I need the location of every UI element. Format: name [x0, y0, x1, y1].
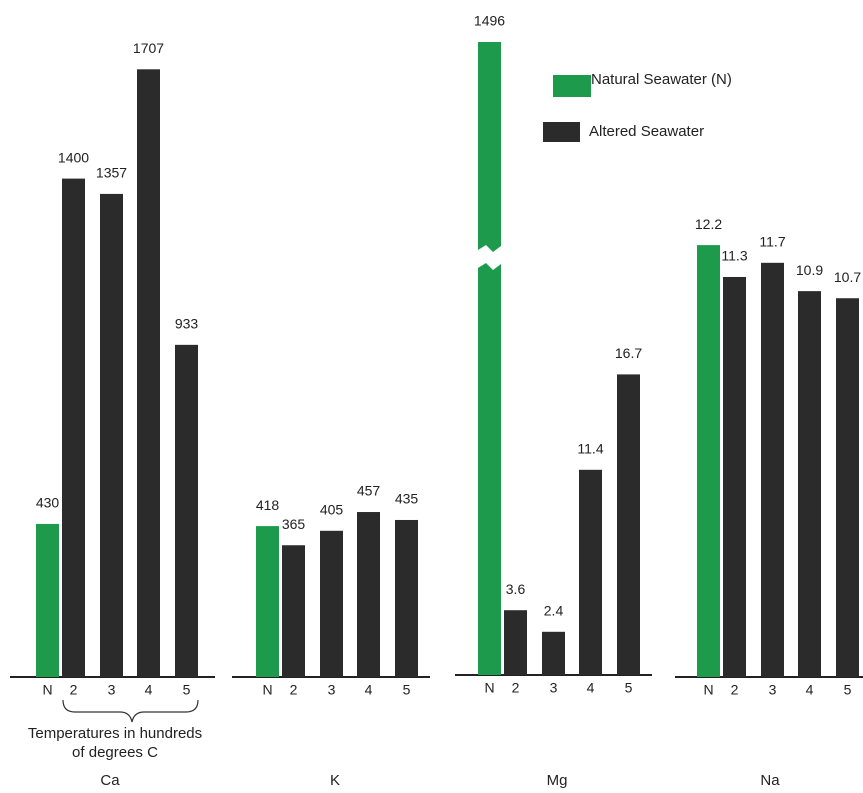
value-label: 10.9 — [796, 262, 823, 278]
bar — [542, 631, 565, 675]
x-tick-label: N — [262, 682, 272, 698]
bar — [761, 262, 784, 677]
legend-label: Natural Seawater (N) — [591, 71, 732, 88]
value-label: 435 — [395, 491, 419, 507]
x-tick-label: 3 — [769, 682, 777, 698]
x-tick-label: 4 — [365, 682, 373, 698]
value-label: 1496 — [474, 13, 505, 29]
x-tick-label: 4 — [806, 682, 814, 698]
value-label: 457 — [357, 483, 381, 499]
bar — [62, 178, 85, 677]
chart-title: Mg — [547, 772, 568, 789]
x-tick-label: 4 — [145, 682, 153, 698]
annotation: Temperatures in hundreds of degrees C — [27, 725, 203, 761]
value-label: 11.7 — [759, 234, 785, 250]
bar — [282, 545, 305, 677]
x-tick-label: 4 — [587, 680, 595, 696]
x-tick-label: 3 — [550, 680, 558, 696]
bar — [100, 193, 123, 677]
bar — [357, 512, 380, 677]
x-tick-label: 2 — [70, 682, 78, 698]
value-label: 418 — [256, 497, 280, 513]
value-label: 11.4 — [577, 441, 603, 457]
bar — [504, 610, 527, 675]
bar — [395, 519, 418, 677]
value-label: 11.3 — [721, 248, 747, 264]
bar — [175, 344, 198, 677]
x-tick-label: 5 — [183, 682, 191, 698]
chart-title: K — [330, 772, 340, 789]
x-tick-label: 3 — [328, 682, 336, 698]
bar — [836, 298, 859, 677]
value-label: 10.7 — [834, 269, 861, 285]
legend-swatch — [553, 75, 591, 97]
value-label: 430 — [36, 495, 60, 511]
value-label: 405 — [320, 501, 344, 517]
chart-title: Na — [760, 772, 780, 789]
value-label: 1400 — [58, 149, 89, 165]
value-label: 365 — [282, 516, 306, 532]
bar — [723, 276, 746, 677]
bar — [478, 42, 501, 675]
bar — [617, 374, 640, 675]
bar — [798, 291, 821, 677]
value-label: 2.4 — [544, 603, 564, 619]
value-label: 1357 — [96, 165, 127, 181]
x-tick-label: 3 — [108, 682, 116, 698]
value-label: 933 — [175, 316, 199, 332]
bar — [579, 469, 602, 675]
x-tick-label: 5 — [403, 682, 411, 698]
x-tick-label: 5 — [625, 680, 633, 696]
value-label: 3.6 — [506, 581, 526, 597]
bar — [256, 526, 279, 677]
bar — [320, 530, 343, 677]
x-tick-label: 2 — [731, 682, 739, 698]
legend-swatch — [543, 122, 580, 142]
x-tick-label: 2 — [290, 682, 298, 698]
x-tick-label: 5 — [844, 682, 852, 698]
chart-title: Ca — [100, 772, 120, 789]
legend-label: Altered Seawater — [589, 123, 704, 140]
bracket — [62, 699, 199, 723]
bar — [36, 523, 59, 677]
x-tick-label: N — [703, 682, 713, 698]
x-tick-label: 2 — [512, 680, 520, 696]
x-tick-label: N — [42, 682, 52, 698]
value-label: 1707 — [133, 40, 164, 56]
bar — [697, 245, 720, 677]
bar — [137, 69, 160, 678]
value-label: 12.2 — [695, 216, 722, 232]
x-tick-label: N — [484, 680, 494, 696]
value-label: 16.7 — [615, 345, 642, 361]
